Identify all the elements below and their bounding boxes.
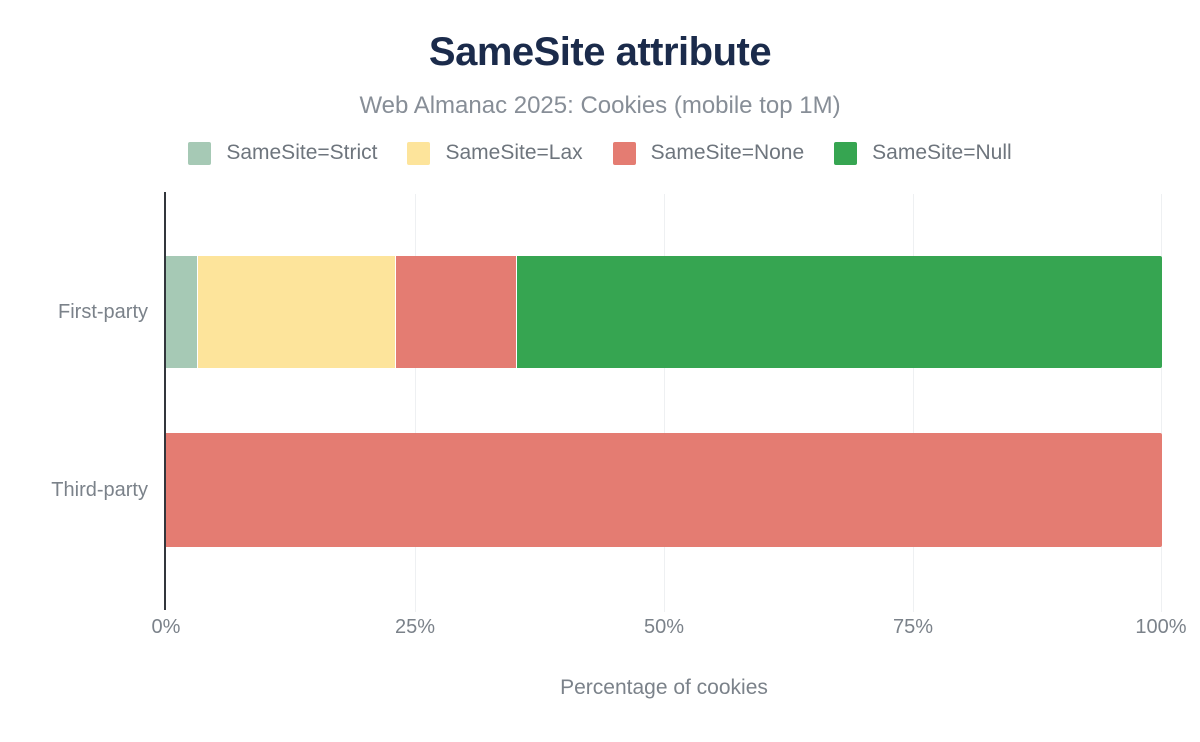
chart-subtitle: Web Almanac 2025: Cookies (mobile top 1M…: [359, 92, 841, 119]
bar-segment-first-party-samesite-null[interactable]: [516, 256, 1162, 368]
y-axis-label-third-party: Third-party: [51, 479, 148, 501]
legend-swatch-samesite-strict: [188, 141, 212, 165]
legend-label: SameSite=Strict: [226, 141, 378, 164]
gridline-100: [1161, 194, 1162, 612]
legend-swatch-samesite-null: [834, 141, 858, 165]
legend-item-samesite-lax[interactable]: SameSite=Lax: [407, 141, 583, 165]
plot-area: [164, 192, 1162, 612]
x-tick-100: 100%: [1135, 616, 1187, 638]
gridline-50: [664, 194, 665, 612]
gridline-25: [415, 194, 416, 612]
bar-third-party: [166, 433, 1162, 547]
legend-item-samesite-strict[interactable]: SameSite=Strict: [188, 141, 377, 165]
bar-segment-third-party-samesite-none[interactable]: [166, 433, 1162, 547]
legend-label: SameSite=None: [650, 141, 805, 164]
legend-swatch-samesite-none: [612, 141, 636, 165]
gridline-75: [913, 194, 914, 612]
y-axis-line: [164, 192, 166, 610]
x-tick-75: 75%: [892, 616, 934, 638]
x-axis-title: Percentage of cookies: [560, 676, 768, 699]
bar-segment-first-party-samesite-lax[interactable]: [197, 256, 397, 368]
x-tick-25: 25%: [394, 616, 436, 638]
legend-item-samesite-null[interactable]: SameSite=Null: [834, 141, 1012, 165]
bar-segment-first-party-samesite-strict[interactable]: [166, 256, 198, 368]
legend-label: SameSite=Lax: [445, 141, 583, 164]
chart-title: SameSite attribute: [428, 30, 772, 74]
bar-segment-first-party-samesite-none[interactable]: [396, 256, 517, 368]
x-tick-0: 0%: [151, 616, 181, 638]
legend-item-samesite-none[interactable]: SameSite=None: [612, 141, 805, 165]
y-axis-label-first-party: First-party: [58, 301, 148, 323]
legend-label: SameSite=Null: [872, 141, 1012, 164]
x-tick-50: 50%: [643, 616, 685, 638]
legend: SameSite=Strict SameSite=Lax SameSite=None…: [0, 141, 1200, 165]
bar-first-party: [166, 256, 1162, 368]
legend-swatch-samesite-lax: [407, 141, 431, 165]
